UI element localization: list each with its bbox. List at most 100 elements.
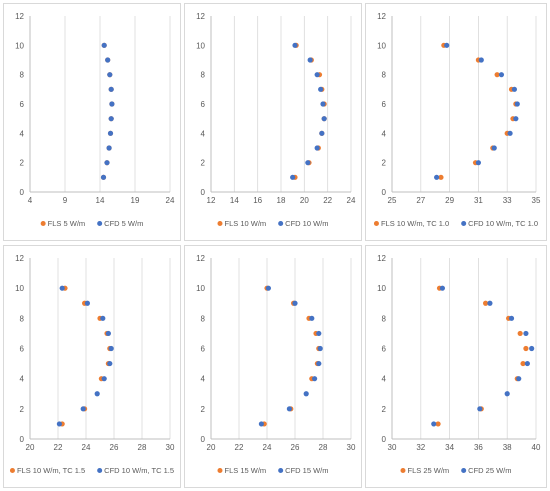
x-tick-label: 30	[388, 443, 397, 452]
legend-marker	[97, 221, 103, 226]
y-tick-label: 4	[201, 129, 206, 138]
cfd-data-point	[498, 72, 505, 78]
x-tick-label: 29	[445, 196, 454, 205]
legend-label: FLS 5 W/m	[48, 219, 86, 228]
cfd-data-point	[100, 315, 106, 321]
legend-label: FLS 10 W/m, TC 1.0	[381, 219, 449, 228]
fls-data-point	[520, 360, 526, 367]
legend-label: FLS 15 W/m	[224, 466, 266, 475]
cfd-data-point	[258, 421, 264, 427]
cfd-data-point	[309, 315, 315, 321]
chart-svg: 30 32 34 36 38 40 0 2 4 6 8 10 12 FLS 25 W/m CFD 25 W/…	[377, 254, 541, 475]
x-tick-label: 19	[131, 196, 140, 205]
cfd-data-point	[94, 391, 100, 397]
x-tick-label: 14	[230, 196, 239, 205]
cfd-data-point	[487, 300, 493, 306]
cfd-data-point	[100, 174, 107, 180]
y-tick-label: 0	[382, 188, 387, 197]
cfd-data-point	[104, 160, 110, 166]
cfd-data-point	[109, 101, 115, 107]
y-tick-label: 6	[382, 345, 387, 354]
cfd-data-point	[513, 116, 519, 122]
cfd-data-point	[317, 345, 323, 352]
y-tick-label: 0	[382, 435, 387, 444]
y-tick-label: 2	[382, 159, 387, 168]
legend-marker	[278, 468, 284, 473]
cfd-data-point	[439, 285, 445, 291]
chart-panel-3: 25 27 29 31 33 35 0 2 4 6 8 10 12 FLS 10 W/m, TC 1.0 C…	[365, 3, 547, 241]
y-tick-label: 2	[20, 159, 25, 168]
cfd-data-point	[108, 116, 114, 122]
cfd-data-point	[305, 160, 311, 166]
x-tick-label: 35	[532, 196, 541, 205]
x-tick-label: 12	[207, 196, 216, 205]
x-tick-label: 22	[235, 443, 244, 452]
legend-label: CFD 10 W/m	[285, 219, 328, 228]
chart-panel-1: 4 9 14 19 24 0 2 4 6 8 10 12 FLS 5 W/m CFD 5 W/m	[3, 3, 181, 241]
cfd-data-point	[56, 421, 63, 427]
cfd-data-point	[319, 130, 325, 136]
y-tick-label: 10	[196, 284, 205, 293]
x-tick-label: 22	[323, 196, 332, 205]
cfd-data-point	[314, 145, 320, 151]
cfd-data-point	[265, 285, 271, 291]
x-tick-label: 38	[503, 443, 512, 452]
cfd-data-point	[514, 101, 520, 107]
cfd-data-point	[529, 345, 535, 352]
y-tick-label: 12	[15, 254, 24, 263]
fls-data-point	[523, 345, 529, 352]
y-tick-label: 6	[20, 345, 25, 354]
y-tick-label: 2	[201, 159, 206, 168]
legend-marker	[278, 221, 284, 226]
fls-data-point	[517, 330, 523, 337]
cfd-data-point	[507, 130, 513, 136]
chart-panel-2: 12 14 16 18 20 22 24 0 2 4 6 8 10 12 FLS 10 W/m CFD 10 …	[184, 3, 362, 241]
y-tick-label: 8	[20, 314, 25, 323]
legend-label: FLS 25 W/m	[407, 466, 449, 475]
y-tick-label: 10	[196, 41, 205, 50]
y-tick-label: 4	[382, 129, 387, 138]
cfd-data-point	[524, 360, 530, 367]
cfd-data-point	[105, 57, 111, 63]
cfd-data-point	[292, 300, 298, 306]
cfd-data-point	[318, 86, 324, 92]
cfd-data-point	[478, 57, 484, 63]
x-tick-label: 9	[63, 196, 68, 205]
cfd-data-point	[307, 57, 313, 63]
cfd-data-point	[80, 406, 86, 412]
y-tick-label: 10	[377, 41, 386, 50]
legend-label: CFD 5 W/m	[104, 219, 143, 228]
x-tick-label: 31	[474, 196, 483, 205]
x-tick-label: 14	[96, 196, 105, 205]
cfd-data-point	[101, 42, 107, 48]
fls-data-point	[438, 174, 444, 180]
fls-data-point	[494, 72, 500, 78]
y-tick-label: 0	[201, 188, 206, 197]
cfd-data-point	[106, 145, 112, 151]
chart-svg: 25 27 29 31 33 35 0 2 4 6 8 10 12 FLS 10 W/m, TC 1.0 C…	[373, 12, 541, 228]
legend-marker	[461, 468, 467, 473]
y-tick-label: 6	[20, 100, 25, 109]
y-tick-label: 8	[20, 71, 25, 80]
y-tick-label: 10	[15, 41, 24, 50]
y-tick-label: 4	[20, 375, 25, 384]
y-tick-label: 2	[20, 405, 25, 414]
cfd-data-point	[444, 42, 450, 48]
y-tick-label: 4	[20, 129, 25, 138]
legend-marker	[40, 221, 46, 226]
legend-marker	[400, 468, 406, 473]
cfd-data-point	[286, 406, 292, 412]
cfd-data-point	[292, 42, 298, 48]
x-tick-label: 20	[26, 443, 35, 452]
y-tick-label: 8	[201, 314, 206, 323]
cfd-data-point	[475, 160, 481, 166]
x-tick-label: 22	[54, 443, 63, 452]
y-tick-label: 4	[201, 375, 206, 384]
x-tick-label: 30	[347, 443, 356, 452]
y-tick-label: 0	[20, 435, 25, 444]
y-tick-label: 12	[15, 12, 24, 21]
